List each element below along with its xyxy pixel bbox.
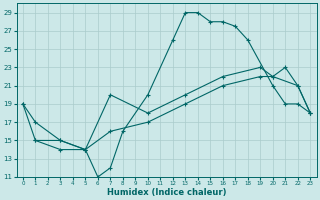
X-axis label: Humidex (Indice chaleur): Humidex (Indice chaleur) (107, 188, 226, 197)
